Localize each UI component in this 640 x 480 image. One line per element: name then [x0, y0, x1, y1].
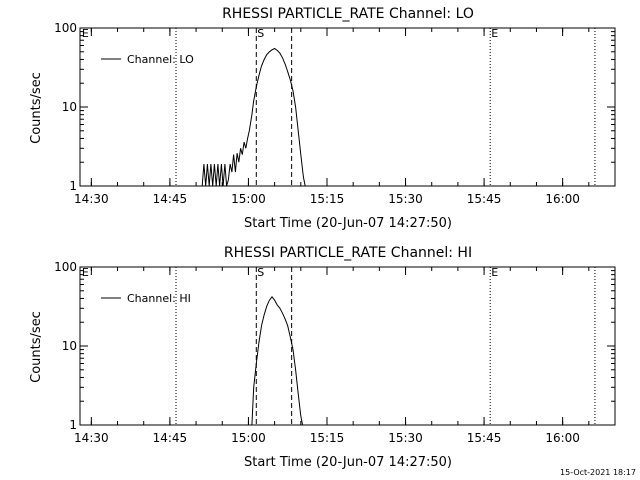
- lo-x-tick-label: 16:00: [545, 192, 580, 206]
- hi-marker-label-e: E: [491, 266, 498, 279]
- lo-legend-label: Channel: LO: [127, 53, 194, 66]
- lo-x-tick-label: 15:30: [388, 192, 423, 206]
- lo-y-tick-label: 10: [62, 100, 77, 114]
- lo-marker-label-s: S: [257, 27, 264, 40]
- hi-plot-frame: [79, 266, 616, 426]
- lo-y-tick-label: 100: [54, 21, 77, 35]
- hi-x-tick-label: 14:45: [153, 431, 188, 445]
- lo-x-tick-label: 14:45: [153, 192, 188, 206]
- lo-x-tick-label: 15:15: [310, 192, 345, 206]
- generation-timestamp: 15-Oct-2021 18:17: [560, 468, 636, 477]
- hi-x-tick-label: 14:30: [74, 431, 109, 445]
- hi-x-tick-label: 15:00: [231, 431, 266, 445]
- hi-channel-plot: RHESSI PARTICLE_RATE Channel: HI Counts/…: [29, 245, 616, 470]
- lo-x-tick-label: 15:45: [467, 192, 502, 206]
- lo-marker-label-e: E: [82, 27, 89, 40]
- lo-plot-title: RHESSI PARTICLE_RATE Channel: LO: [222, 6, 474, 22]
- hi-y-tick-label: 10: [62, 339, 77, 353]
- hi-x-axis-label: Start Time (20-Jun-07 14:27:50): [244, 455, 452, 470]
- hi-x-tick-label: 16:00: [545, 431, 580, 445]
- lo-x-axis-label: Start Time (20-Jun-07 14:27:50): [244, 216, 452, 231]
- hi-series-line: [251, 295, 304, 426]
- hi-legend-label: Channel: HI: [127, 292, 191, 305]
- hi-marker-label-s: S: [257, 266, 264, 279]
- lo-y-axis-label: Counts/sec: [29, 72, 44, 144]
- hi-y-axis-label: Counts/sec: [29, 311, 44, 383]
- hi-x-tick-label: 15:15: [310, 431, 345, 445]
- lo-plot-frame: [79, 27, 616, 187]
- hi-y-tick-label: 100: [54, 260, 77, 274]
- lo-marker-label-e: E: [491, 27, 498, 40]
- hi-marker-label-e: E: [82, 266, 89, 279]
- lo-y-tick-label: 1: [69, 179, 77, 193]
- lo-x-tick-label: 14:30: [74, 192, 109, 206]
- hi-y-tick-label: 1: [69, 418, 77, 432]
- lo-channel-plot: RHESSI PARTICLE_RATE Channel: LO Counts/…: [29, 6, 616, 231]
- lo-series-line: [201, 47, 306, 187]
- lo-x-tick-label: 15:00: [231, 192, 266, 206]
- hi-x-tick-label: 15:30: [388, 431, 423, 445]
- hi-plot-title: RHESSI PARTICLE_RATE Channel: HI: [224, 245, 472, 261]
- hi-x-tick-label: 15:45: [467, 431, 502, 445]
